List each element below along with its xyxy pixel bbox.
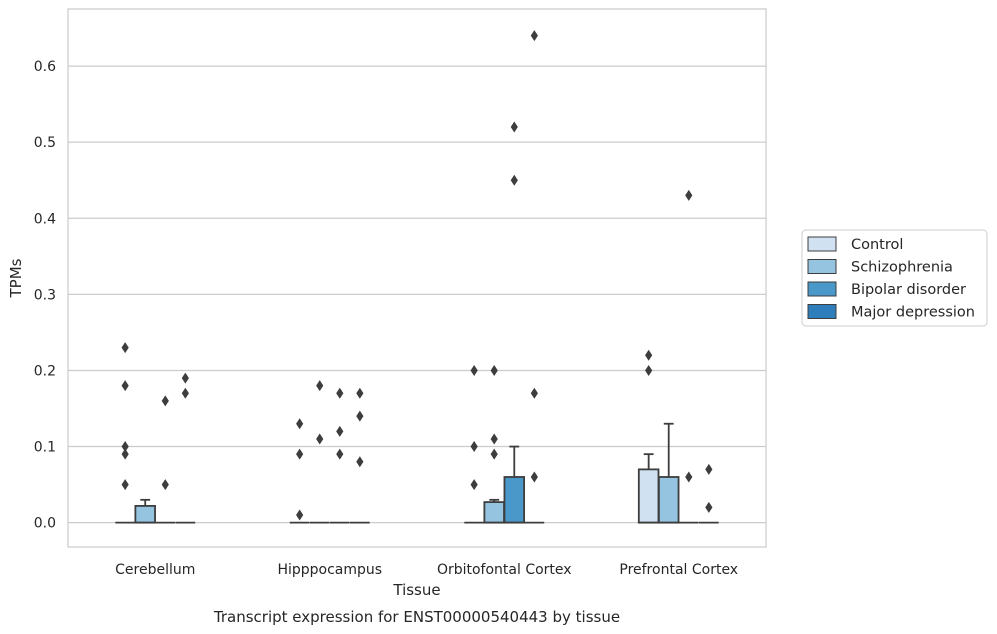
y-axis-label: TPMs: [7, 258, 25, 298]
y-tick-label: 0.6: [34, 59, 56, 75]
box-group: [464, 30, 545, 524]
outlier-point: [336, 425, 344, 437]
chart-caption: Transcript expression for ENST0000054044…: [213, 608, 620, 626]
outlier-point: [645, 364, 653, 376]
outlier-point: [121, 380, 129, 392]
outlier-point: [336, 387, 344, 399]
outlier-point: [530, 471, 538, 483]
y-tick-label: 0.0: [34, 516, 56, 532]
legend-label: Major depression: [851, 305, 975, 321]
outlier-point: [705, 463, 713, 475]
outlier-point: [296, 448, 304, 460]
outlier-point: [161, 395, 169, 407]
outlier-point: [336, 448, 344, 460]
box-group: [289, 380, 370, 524]
outlier-point: [530, 30, 538, 42]
y-tick-label: 0.4: [34, 211, 56, 227]
outlier-point: [356, 410, 364, 422]
x-tick-label: Prefrontal Cortex: [619, 562, 738, 578]
outlier-point: [121, 342, 129, 354]
x-tick-label: Hipppocampus: [277, 562, 382, 578]
outlier-point: [510, 174, 518, 186]
box-group: [637, 189, 719, 524]
outlier-point: [181, 387, 189, 399]
outlier-point: [705, 501, 713, 513]
outlier-point: [470, 441, 478, 453]
outlier-point: [490, 448, 498, 460]
legend-swatch: [807, 304, 837, 319]
y-tick-label: 0.5: [34, 135, 56, 151]
legend-label: Bipolar disorder: [851, 282, 966, 298]
outlier-point: [356, 456, 364, 468]
outlier-point: [161, 479, 169, 491]
box: [134, 505, 156, 524]
legend-swatch: [807, 281, 837, 297]
outlier-point: [470, 479, 478, 491]
outlier-point: [316, 433, 324, 445]
legend-swatch: [807, 259, 837, 274]
legend-frame: [801, 229, 988, 327]
legend-label: Control: [851, 237, 903, 253]
y-axis-ticks: 0.0 0.1 0.2 0.3 0.4 0.5 0.6: [34, 59, 56, 532]
y-tick-label: 0.1: [34, 440, 56, 456]
box: [657, 476, 680, 524]
outlier-point: [181, 372, 189, 384]
y-tick-label: 0.3: [34, 287, 56, 303]
box: [503, 476, 526, 524]
outlier-point: [530, 387, 538, 399]
outlier-point: [645, 349, 653, 361]
outlier-point: [316, 380, 324, 392]
x-axis-ticks: Cerebellum Hipppocampus Orbitofontal Corte…: [115, 562, 738, 578]
gridlines: [68, 65, 766, 524]
outlier-point: [121, 441, 129, 453]
outlier-point: [121, 479, 129, 491]
outlier-point: [685, 471, 693, 483]
box: [483, 501, 505, 524]
outlier-point: [510, 121, 518, 133]
outlier-point: [490, 364, 498, 376]
outlier-point: [470, 364, 478, 376]
legend-label: Schizophrenia: [851, 260, 953, 276]
box-group: [115, 342, 196, 524]
x-axis-label: Tissue: [392, 581, 440, 599]
box: [637, 468, 660, 524]
legend: Control Schizophrenia Bipolar disorder Majo…: [801, 229, 988, 327]
outlier-point: [685, 189, 693, 201]
outlier-point: [490, 433, 498, 445]
legend-swatch: [807, 236, 837, 252]
x-tick-label: Cerebellum: [115, 562, 195, 578]
box-groups: [115, 30, 719, 524]
outlier-point: [356, 387, 364, 399]
outlier-point: [296, 418, 304, 430]
outlier-point: [121, 448, 129, 460]
x-tick-label: Orbitofontal Cortex: [437, 562, 572, 578]
y-tick-label: 0.2: [34, 363, 56, 379]
outlier-point: [296, 509, 304, 521]
plot-frame: [67, 8, 767, 548]
